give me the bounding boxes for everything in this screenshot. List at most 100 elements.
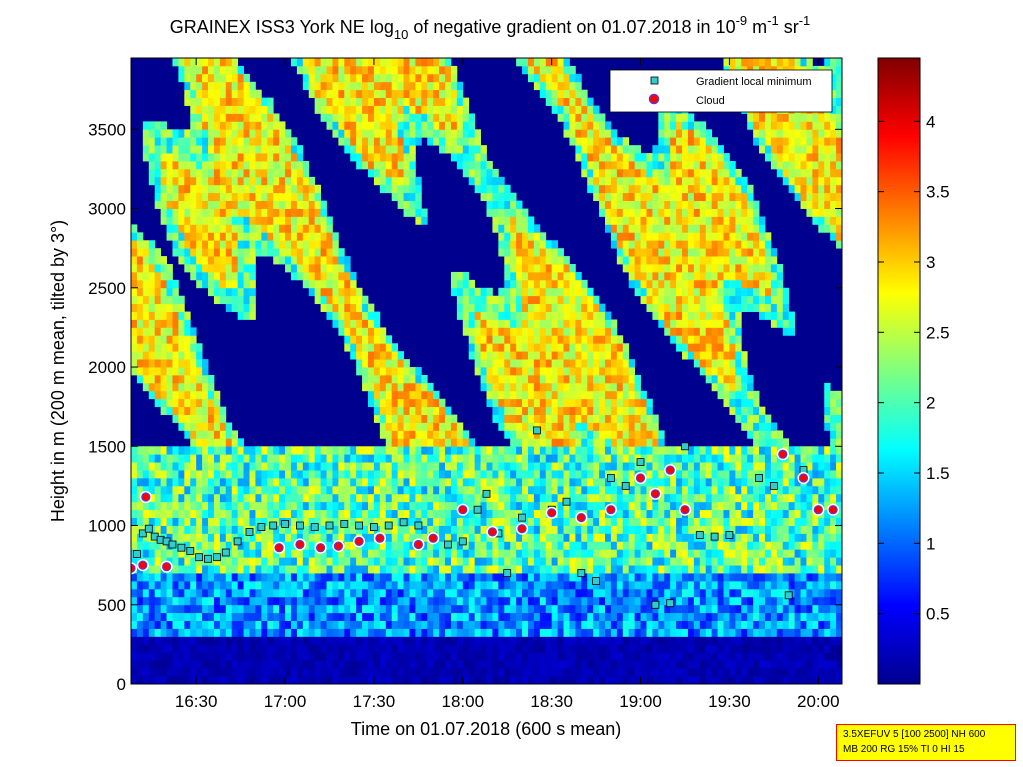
heatmap-cell (504, 525, 511, 534)
heatmap-cell (433, 628, 440, 637)
heatmap-cell (314, 65, 321, 75)
heatmap-cell (166, 232, 173, 241)
heatmap-cell (326, 121, 333, 130)
heatmap-cell (510, 517, 517, 526)
heatmap-cell (308, 279, 316, 289)
heatmap-cell (628, 200, 636, 209)
heatmap-cell (605, 565, 612, 574)
heatmap-cell (326, 541, 333, 550)
heatmap-cell (190, 628, 197, 637)
heatmap-cell (403, 58, 410, 67)
heatmap-cell (391, 509, 399, 518)
heatmap-cell (480, 470, 487, 479)
heatmap-cell (202, 573, 209, 582)
heatmap-cell (557, 620, 564, 629)
heatmap-cell (551, 580, 558, 590)
heatmap-cell (208, 153, 215, 162)
heatmap-cell (527, 58, 535, 67)
heatmap-cell (379, 105, 387, 114)
heatmap-cell (581, 335, 588, 344)
heatmap-cell (439, 620, 446, 629)
heatmap-cell (474, 525, 481, 534)
heatmap-cell (563, 327, 570, 336)
heatmap-cell (616, 168, 624, 178)
heatmap-cell (379, 176, 387, 186)
heatmap-cell (616, 573, 624, 582)
heatmap-cell (498, 359, 505, 368)
heatmap-cell (166, 636, 173, 645)
heatmap-cell (213, 121, 221, 130)
heatmap-cell (492, 343, 499, 352)
heatmap-cell (160, 279, 167, 289)
heatmap-cell (527, 264, 535, 273)
heatmap-cell (350, 81, 357, 91)
heatmap-cell (581, 612, 588, 621)
heatmap-cell (587, 604, 594, 614)
heatmap-cell (231, 279, 239, 289)
heatmap-cell (356, 549, 363, 558)
heatmap-cell (290, 145, 298, 154)
heatmap-cell (196, 129, 203, 138)
heatmap-cell (545, 676, 553, 684)
heatmap-cell (196, 137, 203, 146)
heatmap-cell (362, 81, 369, 91)
heatmap-cell (492, 660, 499, 669)
heatmap-cell (362, 660, 369, 669)
heatmap-cell (439, 89, 446, 99)
heatmap-cell (581, 145, 588, 154)
heatmap-cell (504, 406, 511, 415)
heatmap-cell (219, 287, 227, 297)
heatmap-cell (616, 454, 624, 463)
heatmap-cell (208, 398, 215, 408)
heatmap-cell (605, 612, 612, 621)
heatmap-cell (243, 485, 250, 495)
heatmap-cell (539, 462, 547, 471)
heatmap-cell (373, 176, 381, 186)
heatmap-cell (379, 588, 387, 598)
heatmap-cell (142, 287, 150, 297)
heatmap-cell (373, 676, 381, 684)
heatmap-cell (314, 573, 321, 582)
heatmap-cell (557, 390, 564, 400)
heatmap-cell (356, 359, 363, 368)
heatmap-cell (178, 153, 185, 162)
heatmap-cell (160, 485, 167, 495)
heatmap-cell (468, 303, 476, 312)
heatmap-cell (213, 557, 221, 566)
heatmap-cell (427, 422, 434, 431)
heatmap-cell (474, 319, 481, 328)
heatmap-cell (213, 676, 221, 684)
heatmap-cell (196, 208, 203, 217)
heatmap-cell (569, 137, 576, 146)
heatmap-cell (445, 438, 452, 447)
heatmap-cell (474, 652, 481, 661)
heatmap-cell (190, 81, 197, 91)
heatmap-cell (285, 462, 292, 471)
heatmap-cell (142, 311, 150, 320)
heatmap-cell (172, 477, 179, 487)
heatmap-cell (338, 303, 345, 312)
heatmap-cell (237, 311, 244, 320)
heatmap-cell (516, 343, 523, 352)
heatmap-cell (290, 604, 298, 614)
heatmap-cell (154, 573, 162, 582)
heatmap-cell (462, 105, 470, 114)
heatmap-cell (575, 414, 582, 423)
heatmap-cell (486, 303, 493, 312)
heatmap-cell (190, 612, 197, 621)
heatmap-cell (409, 398, 416, 408)
heatmap-cell (208, 596, 215, 606)
heatmap-cell (285, 184, 292, 194)
heatmap-cell (296, 565, 304, 574)
heatmap-cell (131, 485, 138, 495)
heatmap-cell (285, 192, 292, 202)
heatmap-cell (225, 676, 233, 684)
heatmap-cell (545, 335, 553, 344)
heatmap-cell (202, 256, 209, 265)
heatmap-cell (131, 652, 138, 661)
heatmap-cell (605, 390, 612, 400)
heatmap-cell (154, 271, 162, 281)
heatmap-cell (581, 168, 588, 178)
heatmap-cell (237, 89, 244, 99)
heatmap-cell (290, 509, 298, 518)
